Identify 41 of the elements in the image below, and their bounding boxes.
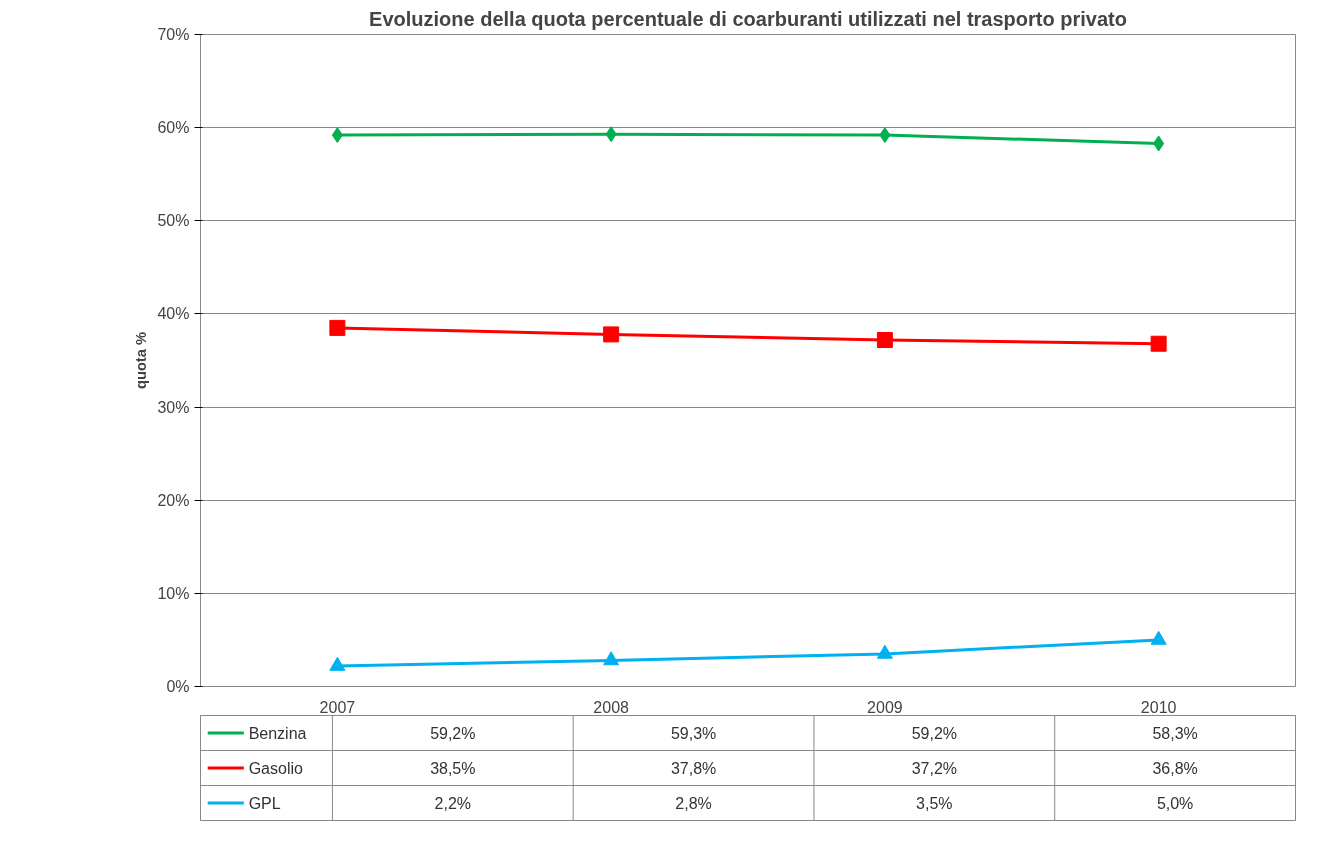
chart-title: Evoluzione della quota percentuale di coarburanti utilizzati nel trasporto privato (369, 7, 1127, 30)
data-label: 3,5% (916, 794, 953, 812)
data-label: 59,2% (430, 724, 476, 742)
data-label: 5,0% (1156, 794, 1194, 812)
point (1153, 135, 1165, 152)
legend-label: Gasolio (248, 759, 304, 777)
y-tick-label: 10% (157, 584, 190, 602)
data-label: 37,2% (911, 759, 958, 777)
data-label: 36,8% (1152, 759, 1198, 777)
y-axis-title: quota % (133, 332, 150, 389)
y-tick-label: 0% (166, 678, 190, 695)
y-tick-label: 40% (157, 305, 190, 323)
point (329, 656, 346, 671)
point (605, 126, 617, 143)
data-label: 58,3% (1152, 724, 1198, 742)
x-tick-label: 2007 (319, 698, 356, 716)
data-label: 2,8% (675, 794, 712, 812)
y-tick-label: 20% (157, 491, 190, 509)
data-label: 37,8% (670, 759, 717, 777)
point (329, 319, 346, 336)
y-tick-label: 50% (157, 212, 190, 230)
x-tick-label: 2009 (867, 698, 903, 716)
x-tick-label: 2010 (1140, 698, 1177, 716)
data-label: 38,5% (430, 759, 476, 777)
x-tick-label: 2008 (593, 698, 630, 716)
legend-label: Benzina (248, 724, 307, 742)
point (603, 326, 620, 343)
legend-label: GPL (248, 794, 281, 812)
data-label: 2,2% (434, 794, 472, 812)
point (603, 651, 620, 666)
data-label: 59,2% (911, 724, 958, 742)
data-label: 59,3% (670, 724, 717, 742)
point (331, 127, 343, 144)
point (1150, 335, 1167, 352)
point (879, 127, 891, 144)
point (876, 332, 893, 349)
y-tick-label: 70% (157, 26, 190, 43)
y-tick-label: 30% (157, 398, 190, 416)
point (1150, 630, 1167, 645)
y-tick-label: 60% (157, 119, 190, 137)
point (876, 644, 893, 659)
